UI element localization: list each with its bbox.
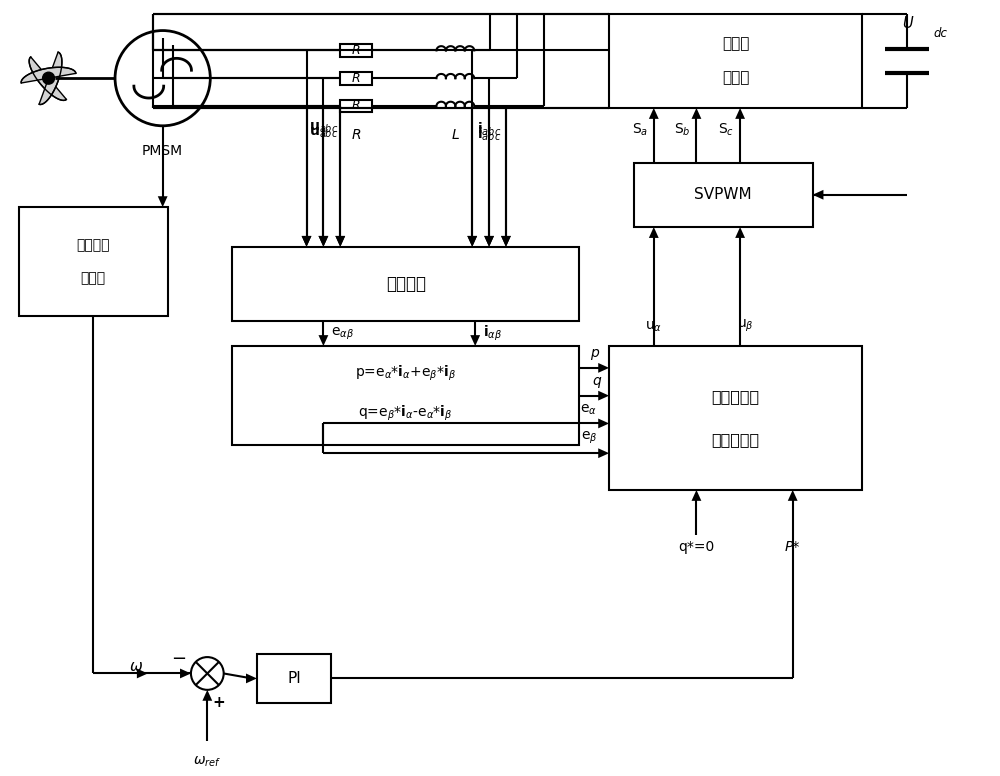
Polygon shape <box>246 674 257 684</box>
Polygon shape <box>484 236 494 247</box>
Polygon shape <box>467 236 477 247</box>
Text: $\mathbf{i}_{abc}$: $\mathbf{i}_{abc}$ <box>477 121 501 138</box>
Polygon shape <box>649 227 659 238</box>
Polygon shape <box>692 108 701 119</box>
Text: 坐标变换: 坐标变换 <box>386 275 426 293</box>
Text: L: L <box>451 128 459 142</box>
Text: R: R <box>351 128 361 142</box>
Polygon shape <box>484 236 494 247</box>
Polygon shape <box>318 335 328 346</box>
Text: e$_{\alpha\beta}$: e$_{\alpha\beta}$ <box>331 325 354 341</box>
Text: q=e$_\beta$*$\mathbf{i}_\alpha$-e$_\alpha$*$\mathbf{i}_\beta$: q=e$_\beta$*$\mathbf{i}_\alpha$-e$_\alph… <box>358 404 453 423</box>
Polygon shape <box>39 52 62 105</box>
Polygon shape <box>467 236 477 247</box>
Text: S$_a$: S$_a$ <box>632 122 648 138</box>
Bar <box>340 44 372 57</box>
Polygon shape <box>335 236 345 247</box>
Polygon shape <box>470 335 480 346</box>
Text: +: + <box>212 695 225 710</box>
Text: 率控制算法: 率控制算法 <box>712 432 760 447</box>
Polygon shape <box>302 236 311 247</box>
Polygon shape <box>158 196 168 207</box>
Text: $\omega_{ref}$: $\omega_{ref}$ <box>193 755 221 769</box>
Polygon shape <box>788 490 798 501</box>
Text: $\mathbf{i}_{abc}$: $\mathbf{i}_{abc}$ <box>477 126 501 144</box>
Text: PI: PI <box>287 671 301 686</box>
Polygon shape <box>501 236 511 247</box>
Text: u$_\alpha$: u$_\alpha$ <box>645 320 662 334</box>
Text: p: p <box>590 346 599 360</box>
Text: P*: P* <box>785 539 800 553</box>
Text: S$_b$: S$_b$ <box>674 122 691 138</box>
Polygon shape <box>649 108 659 119</box>
Text: dc: dc <box>934 26 948 40</box>
Text: $\omega$: $\omega$ <box>129 659 143 674</box>
Polygon shape <box>598 449 609 458</box>
Text: q: q <box>593 374 602 388</box>
Text: $\mathbf{u}_{abc}$: $\mathbf{u}_{abc}$ <box>309 126 338 140</box>
Text: 三电平: 三电平 <box>722 36 749 51</box>
Text: 转速及相: 转速及相 <box>76 238 110 252</box>
Polygon shape <box>735 227 745 238</box>
Bar <box>232 346 579 445</box>
Text: e$_\beta$: e$_\beta$ <box>581 430 597 446</box>
Text: $\mathbf{i}_{\alpha\beta}$: $\mathbf{i}_{\alpha\beta}$ <box>483 324 502 343</box>
Polygon shape <box>598 418 609 428</box>
Polygon shape <box>598 363 609 372</box>
Polygon shape <box>318 236 328 247</box>
Text: e$_\alpha$: e$_\alpha$ <box>580 402 597 417</box>
Text: $\mathbf{u}_{abc}$: $\mathbf{u}_{abc}$ <box>309 121 338 135</box>
Bar <box>19 207 168 317</box>
Polygon shape <box>202 690 212 701</box>
Polygon shape <box>180 669 191 678</box>
Polygon shape <box>598 391 609 400</box>
Text: u$_\beta$: u$_\beta$ <box>737 318 753 334</box>
Polygon shape <box>813 190 823 199</box>
Text: 整流器: 整流器 <box>722 70 749 85</box>
Bar <box>232 247 579 321</box>
Text: U: U <box>902 16 913 30</box>
Bar <box>257 653 331 703</box>
Polygon shape <box>137 669 148 678</box>
Text: R: R <box>352 99 360 113</box>
Polygon shape <box>501 236 511 247</box>
Bar <box>609 14 862 108</box>
Polygon shape <box>335 236 345 247</box>
Polygon shape <box>318 236 328 247</box>
Polygon shape <box>735 108 745 119</box>
Bar <box>609 346 862 490</box>
Text: 位检测: 位检测 <box>81 272 106 286</box>
Text: R: R <box>352 44 360 57</box>
Text: q*=0: q*=0 <box>678 539 715 553</box>
Polygon shape <box>692 490 701 501</box>
Bar <box>340 71 372 85</box>
Text: 预测直接功: 预测直接功 <box>712 389 760 404</box>
Text: PMSM: PMSM <box>142 144 183 158</box>
Polygon shape <box>302 236 311 247</box>
Bar <box>634 162 813 227</box>
Text: p=e$_\alpha$*$\mathbf{i}_\alpha$+e$_\beta$*$\mathbf{i}_\beta$: p=e$_\alpha$*$\mathbf{i}_\alpha$+e$_\bet… <box>355 364 456 383</box>
Circle shape <box>43 72 55 84</box>
Text: R: R <box>352 71 360 85</box>
Polygon shape <box>29 57 66 100</box>
Bar <box>340 99 372 113</box>
Text: −: − <box>171 650 186 667</box>
Polygon shape <box>21 68 76 83</box>
Text: SVPWM: SVPWM <box>694 187 752 203</box>
Text: S$_c$: S$_c$ <box>718 122 734 138</box>
